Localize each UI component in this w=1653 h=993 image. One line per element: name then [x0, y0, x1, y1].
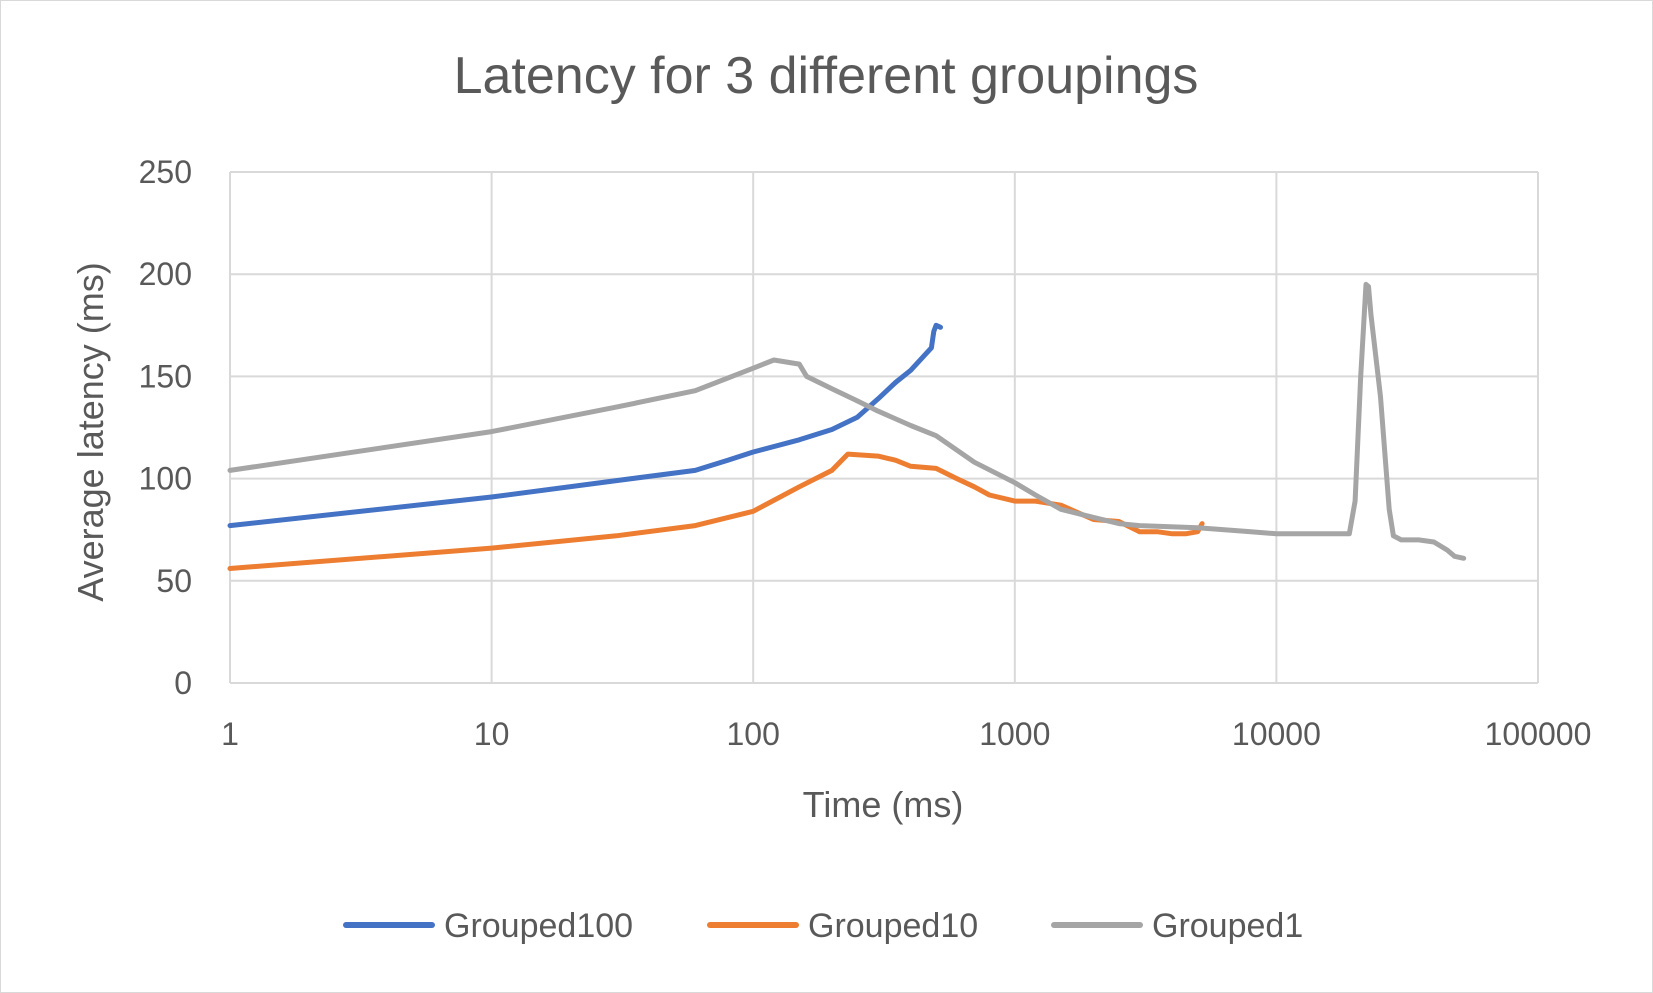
chart-title: Latency for 3 different groupings: [454, 47, 1199, 105]
gridlines: [229, 171, 1539, 684]
series-line-grouped100: [227, 322, 943, 529]
x-tick-label: 100000: [1485, 716, 1592, 752]
x-tick-label: 10000: [1232, 716, 1321, 752]
y-axis-title: Average latency (ms): [70, 262, 111, 601]
legend-label: Grouped10: [808, 907, 978, 945]
legend-item-grouped100: Grouped100: [343, 907, 633, 945]
y-tick-label: 250: [139, 154, 192, 190]
x-tick-label: 1000: [979, 716, 1050, 752]
x-tick-label: 10: [474, 716, 510, 752]
y-tick-label: 50: [156, 563, 192, 599]
y-tick-label: 200: [139, 256, 192, 292]
x-axis-ticks: 1 10 100 1000 10000 100000: [221, 716, 1591, 752]
x-tick-label: 1: [221, 716, 239, 752]
y-axis-ticks: 0 50 100 150 200 250: [139, 154, 192, 701]
y-tick-label: 0: [174, 665, 192, 701]
legend-label: Grouped100: [444, 907, 633, 945]
series-line-grouped1: [227, 281, 1467, 561]
x-tick-label: 100: [727, 716, 780, 752]
y-tick-label: 150: [139, 358, 192, 394]
x-axis-title: Time (ms): [803, 784, 964, 825]
series-line-grouped10: [227, 451, 1205, 571]
legend-label: Grouped1: [1152, 907, 1303, 945]
series-lines: [227, 281, 1467, 571]
y-tick-label: 100: [139, 461, 192, 497]
legend-item-grouped10: Grouped10: [707, 907, 978, 945]
legend: Grouped100 Grouped10 Grouped1: [343, 907, 1303, 945]
legend-item-grouped1: Grouped1: [1051, 907, 1303, 945]
